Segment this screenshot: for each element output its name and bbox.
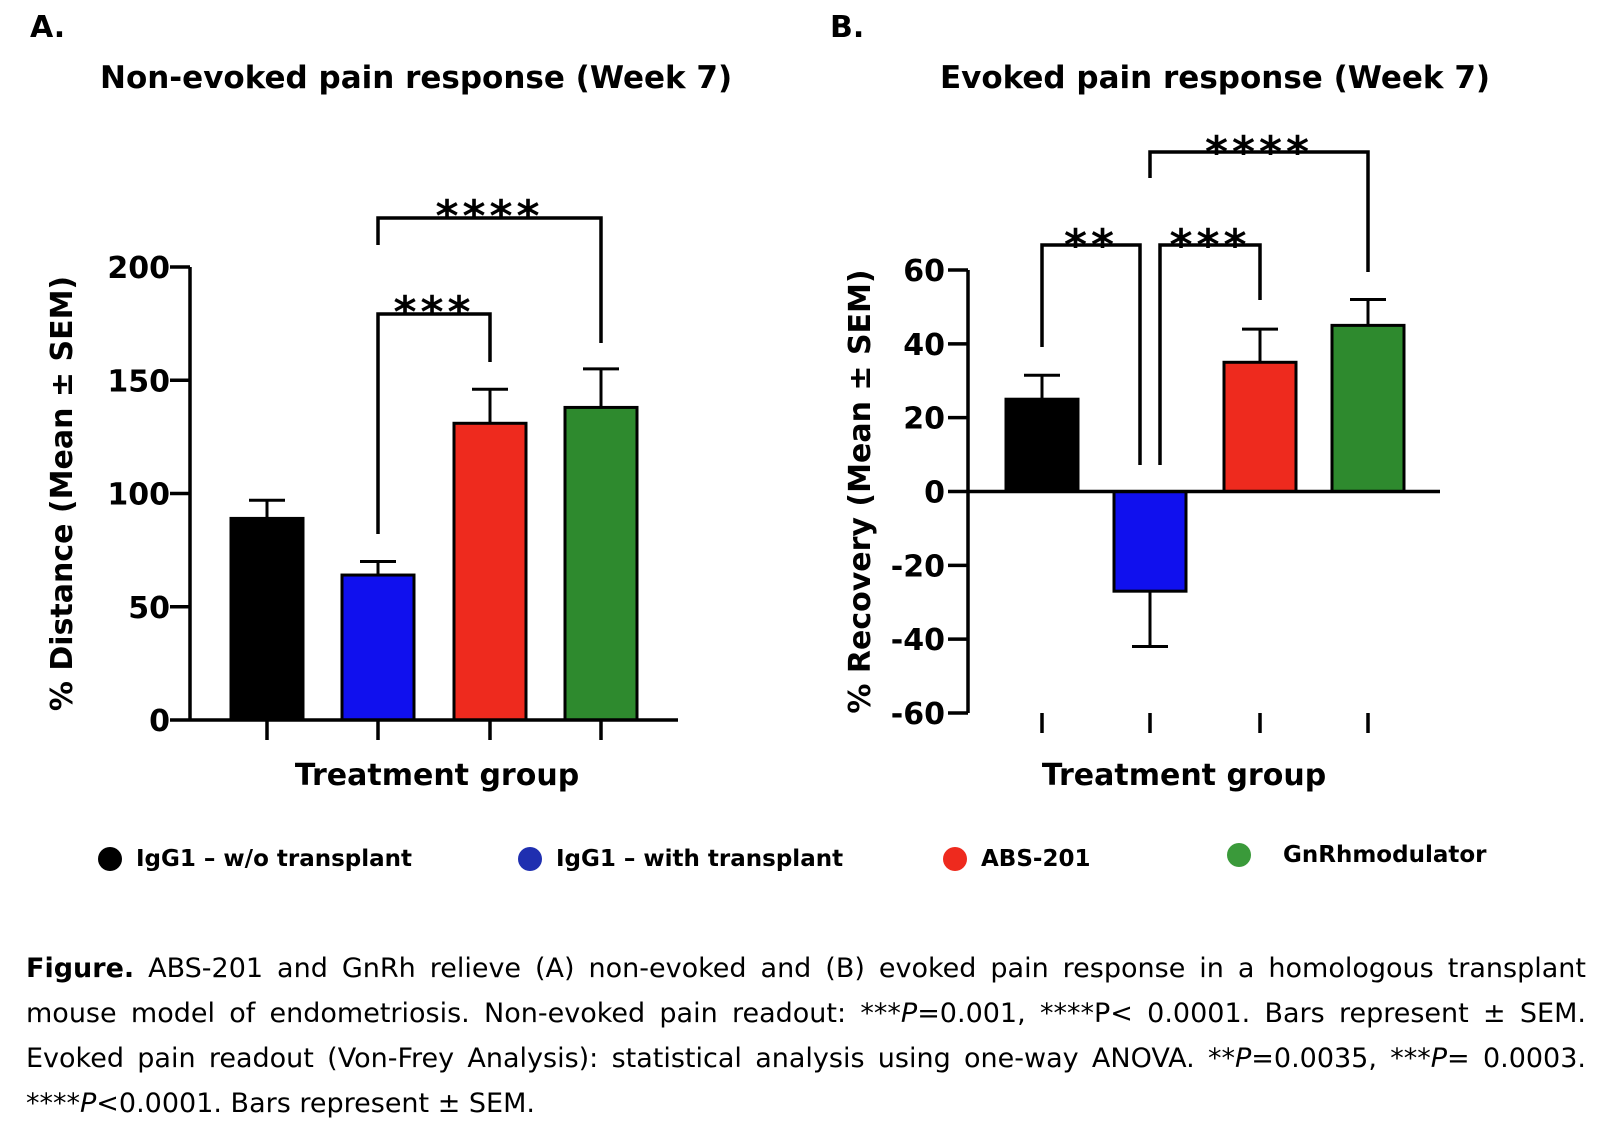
significance-bracket — [1148, 150, 1370, 272]
caption-italic: P — [80, 1088, 97, 1119]
legend-item: IgG1 – w/o transplant — [98, 846, 412, 872]
legend-swatch — [518, 847, 542, 871]
significance-label: **** — [1205, 127, 1313, 178]
y-tick-label: 100 — [107, 478, 170, 513]
caption-italic: P — [1430, 1043, 1448, 1074]
significance-label: *** — [1169, 220, 1250, 271]
caption-text: =0.001, ****P< 0.0001. Bars represent ± … — [26, 998, 1586, 1074]
bar — [229, 516, 305, 722]
chart-b: -60 -40 -20 0 20 40 60 % Recovery (Mean ± SEM) T… — [843, 127, 1440, 793]
panel-b-letter: B. — [830, 10, 865, 45]
caption-italic: P — [1234, 1043, 1252, 1074]
legend-label: IgG1 – w/o transplant — [136, 846, 413, 872]
y-tick-label: 0 — [149, 704, 170, 739]
significance-bracket — [376, 312, 492, 534]
significance-label: **** — [435, 191, 543, 242]
significance-bracket — [1040, 243, 1142, 465]
y-tick-label: 20 — [903, 402, 945, 437]
significance-bracket — [1158, 243, 1262, 465]
caption-text: ABS-201 and GnRh relieve (A) non-evoked … — [26, 953, 1586, 1029]
significance-bracket — [376, 216, 603, 343]
significance-label: ** — [1064, 220, 1118, 271]
legend-swatch — [98, 847, 122, 871]
caption-text: =0.0035, *** — [1251, 1043, 1431, 1074]
legend-label: ABS-201 — [981, 846, 1091, 872]
y-tick-label: 40 — [903, 328, 945, 363]
bar — [340, 573, 416, 722]
bar — [1004, 397, 1080, 494]
caption-lead: Figure. — [26, 953, 135, 984]
chart-a-title: Non-evoked pain response (Week 7) — [100, 60, 733, 96]
y-tick-label: -20 — [891, 549, 945, 584]
legend-item: ABS-201 — [943, 846, 1090, 872]
caption-text: = 0.0003. **** — [26, 1043, 1586, 1119]
chart-b-title: Evoked pain response (Week 7) — [939, 60, 1491, 96]
caption-italic: P — [900, 998, 918, 1029]
legend-item: GnRhmodulator — [1227, 842, 1487, 868]
panel-a-letter: A. — [30, 10, 66, 45]
bar — [1112, 490, 1188, 593]
y-tick-label: -40 — [891, 623, 945, 658]
y-tick-label: 150 — [107, 364, 170, 399]
legend-swatch — [943, 847, 967, 871]
y-tick-label: 50 — [128, 591, 170, 626]
y-tick-label: -60 — [891, 697, 945, 732]
legend-label: IgG1 – with transplant — [556, 846, 844, 872]
legend-swatch — [1227, 843, 1251, 867]
bar — [1222, 360, 1298, 493]
y-tick-label: 60 — [903, 254, 945, 289]
figure-caption: Figure. ABS-201 and GnRh relieve (A) non… — [26, 946, 1586, 1126]
x-axis-label: Treatment group — [1042, 758, 1326, 793]
caption-text: <0.0001. Bars represent ± SEM. — [96, 1088, 535, 1119]
chart-legend: IgG1 – w/o transplant IgG1 – with transp… — [0, 842, 1610, 886]
chart-a: 0 50 100 150 200 % Distance (Mean ± SEM) Treat… — [45, 191, 678, 793]
legend-label: GnRhmodulator — [1283, 842, 1487, 868]
bar — [1330, 323, 1406, 493]
legend-item: IgG1 – with transplant — [518, 846, 843, 872]
y-tick-label: 0 — [924, 476, 945, 511]
significance-label: *** — [393, 287, 474, 338]
y-axis-label: % Recovery (Mean ± SEM) — [843, 269, 878, 713]
y-axis-label: % Distance (Mean ± SEM) — [45, 276, 80, 711]
y-tick-label: 200 — [107, 251, 170, 286]
x-axis-label: Treatment group — [295, 758, 579, 793]
